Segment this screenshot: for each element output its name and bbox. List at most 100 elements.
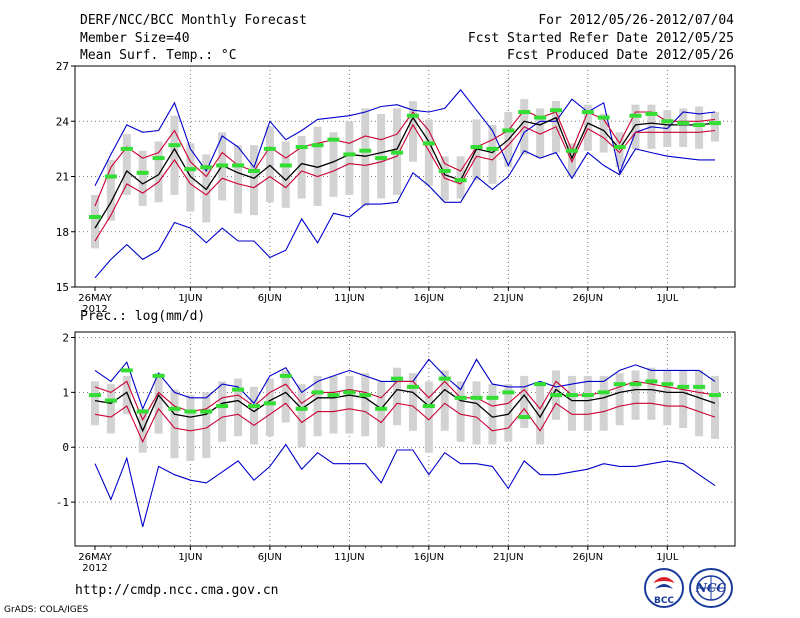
temp-x-tick-label: 26MAY xyxy=(78,293,112,304)
temp-y-tick-label: 27 xyxy=(56,60,69,73)
prec-line-ensemble-min xyxy=(94,443,716,527)
prec-spread-bar xyxy=(711,375,719,439)
temp-spread-bar xyxy=(456,156,465,199)
temp-spread-bar xyxy=(424,119,433,186)
prec-spread-bar xyxy=(647,367,656,420)
prec-spread-bar xyxy=(456,381,465,442)
temp-x-tick-label: 26JUN xyxy=(573,293,603,304)
fcst-produced-date: Fcst Produced Date 2012/05/26 xyxy=(507,48,734,63)
temp-spread-bar xyxy=(536,108,545,159)
prec-control-marker xyxy=(597,390,610,395)
prec-control-marker xyxy=(454,395,467,400)
prec-y-tick-label: -1 xyxy=(56,496,69,509)
prec-x-tick-label: 26MAY xyxy=(78,552,112,563)
temp-control-marker xyxy=(168,143,181,148)
temp-control-marker xyxy=(263,146,276,151)
prec-control-marker xyxy=(613,382,626,387)
prec-spread-bar xyxy=(408,373,417,431)
prec-spread-bar xyxy=(679,370,688,429)
prec-control-marker xyxy=(263,401,276,406)
precipitation-panel: -1 0 1 2 26MAY 1JUN 6JUN 11JUN 16JUN 21JUN 26JUN 1J… xyxy=(56,331,736,574)
prec-spread-bar xyxy=(106,384,115,434)
prec-line-mean-minus-std xyxy=(94,402,716,444)
prec-control-marker xyxy=(438,376,451,381)
temp-spread-bar xyxy=(679,108,688,148)
prec-control-marker xyxy=(406,384,419,389)
prec-control-marker xyxy=(136,409,149,414)
temp-spread-bar xyxy=(599,113,608,153)
prec-panel-title: Prec.: log(mm/d) xyxy=(80,309,206,324)
temp-control-marker xyxy=(454,178,467,183)
prec-spread-bar xyxy=(599,375,608,431)
prec-x-tick-label: 1JUN xyxy=(178,552,202,563)
temp-spread-bar xyxy=(408,100,417,162)
temp-spread-bar xyxy=(711,112,719,142)
prec-spread-bar xyxy=(329,375,338,434)
temp-spread-bar xyxy=(234,145,243,214)
prec-y-tick-label: 2 xyxy=(62,331,69,344)
prec-control-marker xyxy=(343,390,356,395)
temp-line-mean-minus-std xyxy=(94,123,716,242)
prec-control-marker xyxy=(391,376,404,381)
prec-control-marker xyxy=(104,398,117,403)
prec-control-marker xyxy=(709,393,721,398)
prec-control-marker xyxy=(184,409,197,414)
prec-spread-bar xyxy=(202,392,211,459)
temp-spread-bar xyxy=(91,194,99,249)
temp-y-tick-label: 21 xyxy=(56,171,69,184)
prec-x-tick-label: 11JUN xyxy=(334,552,364,563)
prec-spread-bar xyxy=(154,373,163,434)
temp-line-ensemble-mean xyxy=(94,116,716,229)
prec-control-marker xyxy=(375,406,388,411)
temp-spread-bar xyxy=(695,106,704,149)
temp-control-marker xyxy=(502,128,515,133)
prec-x-tick-label: 26JUN xyxy=(573,552,603,563)
chart-title: DERF/NCC/BCC Monthly Forecast xyxy=(80,13,307,28)
prec-spread-bar xyxy=(122,375,131,415)
temp-control-marker xyxy=(184,167,197,172)
prec-y-tick-label: 1 xyxy=(62,386,69,399)
prec-control-marker xyxy=(232,387,245,392)
prec-spread-bar xyxy=(345,375,354,434)
source-url: http://cmdp.ncc.cma.gov.cn xyxy=(75,583,279,598)
prec-spread-bar xyxy=(520,375,529,429)
temp-control-marker xyxy=(327,137,340,142)
prec-spread-bar xyxy=(472,381,481,445)
prec-y-tick-label: 0 xyxy=(62,441,69,454)
prec-line-mean-plus-std xyxy=(94,380,716,422)
temp-control-marker xyxy=(565,148,578,153)
prec-control-marker xyxy=(216,404,229,409)
temp-control-marker xyxy=(104,174,117,179)
temp-spread-bar xyxy=(313,126,322,206)
temp-control-marker xyxy=(247,168,260,173)
prec-spread-bar xyxy=(583,375,592,431)
prec-spread-bar xyxy=(297,384,306,448)
prec-year-label: 2012 xyxy=(82,563,107,574)
prec-control-marker xyxy=(152,373,165,378)
prec-spread-bar xyxy=(313,375,322,437)
prec-control-marker xyxy=(311,390,324,395)
temp-x-tick-label: 6JUN xyxy=(258,293,282,304)
temp-control-marker xyxy=(693,122,706,127)
temp-control-marker xyxy=(470,145,483,150)
ncc-logo-text: NCC xyxy=(695,581,727,595)
temp-spread-bar xyxy=(186,143,195,212)
prec-control-marker xyxy=(486,395,499,400)
prec-spread-bar xyxy=(393,367,402,426)
grads-credit: GrADS: COLA/IGES xyxy=(4,605,89,615)
prec-spread-bar xyxy=(281,370,290,423)
temp-y-tick-label: 18 xyxy=(56,226,69,239)
temp-control-marker xyxy=(597,115,610,120)
temp-control-marker xyxy=(375,156,388,161)
prec-control-marker xyxy=(502,390,515,395)
temp-y-tick-label: 24 xyxy=(56,115,70,128)
prec-spread-bar xyxy=(440,370,449,431)
bcc-logo: BCC xyxy=(644,568,684,608)
prec-spread-bar xyxy=(249,386,258,445)
prec-spread-bar xyxy=(631,370,640,420)
temp-control-marker xyxy=(629,113,642,118)
temp-spread-bar xyxy=(361,108,370,206)
temp-control-marker xyxy=(343,152,356,157)
prec-control-marker xyxy=(550,393,563,398)
prec-control-marker xyxy=(422,404,435,409)
